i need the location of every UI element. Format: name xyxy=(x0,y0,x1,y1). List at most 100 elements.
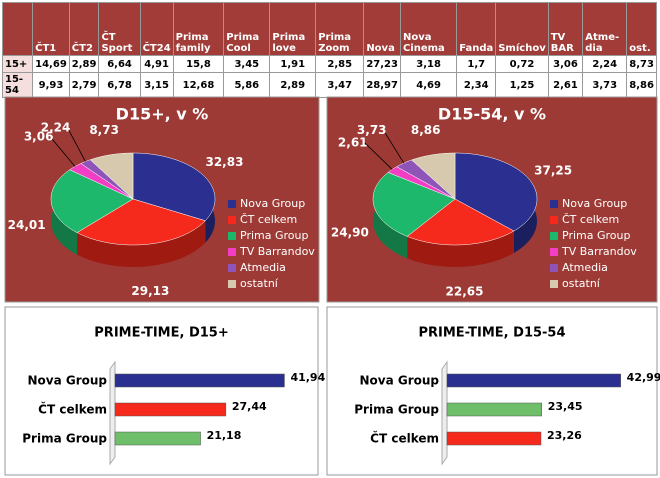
bar xyxy=(446,402,542,417)
bar xyxy=(114,402,227,417)
table-cell: 15-54 xyxy=(1,72,34,98)
column-header: ost. xyxy=(626,2,657,56)
axis-wall xyxy=(441,360,448,466)
leader-line xyxy=(50,136,76,167)
legend-label: Nova Group xyxy=(240,197,305,210)
legend-label: Prima Group xyxy=(562,229,630,242)
value-label: 37,25 xyxy=(534,164,572,178)
legend-swatch xyxy=(228,264,236,272)
bar xyxy=(114,373,285,388)
category-label: Prima Group xyxy=(354,403,439,417)
axis-wall xyxy=(109,360,116,466)
chart-title: D15+, v % xyxy=(116,105,209,124)
value-label: 24,01 xyxy=(8,218,46,232)
legend-label: ostatní xyxy=(562,277,601,290)
pie-slice xyxy=(406,198,515,246)
legend-swatch xyxy=(228,248,236,256)
chart-title: D15-54, v % xyxy=(438,105,546,124)
table-cell: 27,23 xyxy=(363,55,401,73)
leader-line xyxy=(383,130,405,164)
column-header: Atme-dia xyxy=(582,2,628,56)
legend-label: ČT celkem xyxy=(562,213,619,226)
legend-label: Atmedia xyxy=(562,261,608,274)
table-cell: 6,78 xyxy=(98,72,141,98)
legend-swatch xyxy=(550,232,558,240)
pie-slice xyxy=(454,152,538,232)
category-label: ČT celkem xyxy=(38,402,107,417)
bar xyxy=(446,373,621,388)
pie-slice-side xyxy=(407,231,514,267)
value-label: 23,45 xyxy=(548,400,583,413)
chart-title: PRIME-TIME, D15-54 xyxy=(418,326,565,341)
value-label: 8,73 xyxy=(89,123,119,137)
panel xyxy=(326,306,658,476)
leader-line xyxy=(67,127,86,162)
leader-line xyxy=(364,142,393,170)
legend-swatch xyxy=(550,200,558,208)
table-cell: 8,86 xyxy=(626,72,657,98)
table-cell: 3,73 xyxy=(582,72,628,98)
legend-swatch xyxy=(550,216,558,224)
panel xyxy=(4,306,319,476)
value-label: 3,06 xyxy=(24,130,54,144)
table-cell: 12,68 xyxy=(172,72,225,98)
pie-slice xyxy=(76,198,206,246)
table-cell: 2,61 xyxy=(547,72,584,98)
table-cell: 2,34 xyxy=(456,72,497,98)
legend-swatch xyxy=(228,232,236,240)
column-header: ČT2 xyxy=(68,2,100,56)
column-header: Prima family xyxy=(172,2,225,56)
pie-slice-side xyxy=(77,220,206,267)
table-row: 15-54 9,93 2,79 6,78 3,15 12,68 5,86 2,89 3,47 28… xyxy=(1,72,657,98)
category-label: Nova Group xyxy=(27,374,107,388)
column-header: Nova Cinema xyxy=(399,2,458,56)
table-cell: 28,97 xyxy=(363,72,401,98)
legend-swatch xyxy=(228,200,236,208)
legend-swatch xyxy=(228,280,236,288)
table-cell: 4,69 xyxy=(399,72,458,98)
legend-label: TV Barrandov xyxy=(561,245,637,258)
value-label: 42,99 xyxy=(627,371,660,384)
legend-label: Prima Group xyxy=(240,229,308,242)
category-label: Nova Group xyxy=(359,374,439,388)
pie-slice xyxy=(89,152,134,200)
table-cell: 3,47 xyxy=(315,72,365,98)
column-header: Nova xyxy=(363,2,401,56)
column-header: Fanda xyxy=(456,2,497,56)
pie-slice xyxy=(411,152,456,200)
column-header: ČT24 xyxy=(139,2,174,56)
legend-label: ostatní xyxy=(240,277,279,290)
table-cell: 4,91 xyxy=(139,55,174,73)
pie-slice xyxy=(372,172,456,237)
table-cell: 3,45 xyxy=(223,55,271,73)
value-label: 27,44 xyxy=(232,400,267,413)
column-header: Smíchov xyxy=(495,2,549,56)
chart-title: PRIME-TIME, D15+ xyxy=(94,326,228,341)
table-cell: 1,7 xyxy=(456,55,497,73)
pie-slice xyxy=(396,159,456,200)
table-cell: 3,15 xyxy=(139,72,174,98)
pie-slice xyxy=(132,152,216,222)
column-header: Prima love xyxy=(269,2,317,56)
legend-label: Nova Group xyxy=(562,197,627,210)
table-cell: 2,89 xyxy=(269,72,317,98)
value-label: 41,94 xyxy=(290,371,325,384)
ratings-table: ČT1 ČT2 ČT Sport ČT24 Prima family Prima Cool… xyxy=(1,2,657,98)
legend-label: TV Barrandov xyxy=(239,245,315,258)
value-label: 8,86 xyxy=(411,123,441,137)
legend-swatch xyxy=(228,216,236,224)
table-cell: 1,25 xyxy=(495,72,549,98)
column-header: TV BAR xyxy=(547,2,584,56)
value-label: 23,26 xyxy=(547,429,582,442)
value-label: 21,18 xyxy=(207,429,242,442)
column-header: Prima Zoom xyxy=(315,2,365,56)
table-cell: 15+ xyxy=(1,55,34,73)
value-label: 22,65 xyxy=(446,285,484,299)
value-label: 2,24 xyxy=(41,120,71,134)
legend-label: Atmedia xyxy=(240,261,286,274)
category-label: ČT celkem xyxy=(370,431,439,446)
pie-slice xyxy=(50,169,134,233)
value-label: 3,73 xyxy=(357,123,387,137)
